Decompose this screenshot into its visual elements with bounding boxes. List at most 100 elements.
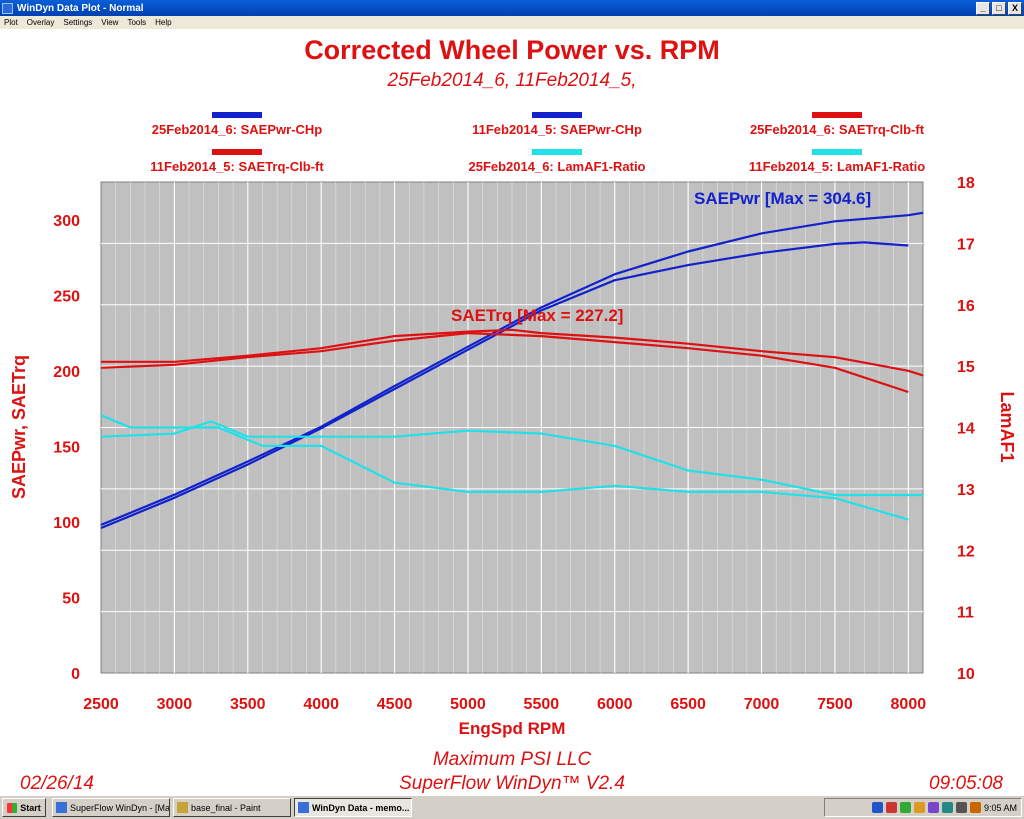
y-right-tick-label: 17: [957, 236, 975, 253]
x-tick-label: 7000: [744, 696, 780, 713]
y-right-tick-label: 12: [957, 543, 975, 560]
windows-logo-icon: [7, 802, 18, 813]
series-line-1: [100, 211, 924, 526]
legend-label: 11Feb2014_5: LamAF1-Ratio: [749, 159, 925, 174]
taskbar-item-label: SuperFlow WinDyn - [Mai...: [70, 802, 170, 813]
window-title-bar: WinDyn Data Plot - Normal _ □ X: [0, 0, 1024, 16]
close-button[interactable]: X: [1008, 1, 1022, 15]
footer-software: SuperFlow WinDyn™ V2.4: [399, 773, 625, 794]
chart-subtitle: 25Feb2014_6, 11Feb2014_5,: [387, 70, 637, 91]
x-tick-label: 4500: [377, 696, 413, 713]
menu-settings[interactable]: Settings: [63, 18, 93, 27]
legend-swatch: [212, 112, 262, 118]
legend-label: 25Feb2014_6: SAEPwr-CHp: [152, 122, 323, 137]
taskbar-item-label: WinDyn Data - memo...: [312, 802, 410, 813]
tray-app-icon[interactable]: [885, 802, 897, 813]
tray-app-icon[interactable]: [969, 802, 981, 813]
taskbar-item-windyn-data[interactable]: WinDyn Data - memo...: [294, 798, 412, 817]
menu-view[interactable]: View: [101, 18, 119, 27]
maximize-button[interactable]: □: [992, 1, 1006, 15]
tray-app-icon[interactable]: [913, 802, 925, 813]
tray-app-icon[interactable]: [899, 802, 911, 813]
menu-help[interactable]: Help: [155, 18, 172, 27]
x-tick-label: 2500: [83, 696, 119, 713]
y-right-tick-label: 14: [957, 421, 975, 438]
y-right-tick-label: 16: [957, 298, 975, 315]
legend-swatch: [532, 112, 582, 118]
y-right-tick-label: 13: [957, 482, 975, 499]
footer-date: 02/26/14: [20, 773, 94, 794]
legend-swatch: [812, 149, 862, 155]
taskbar-item-paint[interactable]: base_final - Paint: [173, 798, 291, 817]
x-axis-label: EngSpd RPM: [459, 719, 566, 738]
system-tray: 9:05 AM: [824, 798, 1022, 817]
series-line-3: [101, 328, 924, 377]
y-left-tick-label: 50: [62, 590, 80, 607]
tray-icons: [871, 802, 981, 813]
start-label: Start: [20, 802, 41, 813]
x-tick-label: 4000: [303, 696, 339, 713]
superflow-app-icon: [56, 802, 67, 813]
app-icon: [2, 2, 13, 14]
x-tick-label: 3000: [157, 696, 193, 713]
legend-swatch: [212, 149, 262, 155]
plot-series: [100, 211, 924, 530]
y-left-tick-label: 300: [53, 213, 80, 230]
y-left-tick-label: 100: [53, 515, 80, 532]
legend-swatch: [812, 112, 862, 118]
footer-time: 09:05:08: [929, 773, 1003, 794]
power-max-annotation: SAEPwr [Max = 304.6]: [694, 189, 871, 208]
menu-tools[interactable]: Tools: [127, 18, 147, 27]
tray-app-icon[interactable]: [941, 802, 953, 813]
series-line-6: [100, 420, 923, 497]
dyno-plot: Corrected Wheel Power vs. RPM 25Feb2014_…: [0, 29, 1024, 795]
series-line-2: [100, 241, 909, 530]
minimize-button[interactable]: _: [976, 1, 990, 15]
y-left-tick-label: 150: [53, 439, 80, 456]
y-axis-left-label: SAEPwr, SAETrq: [9, 355, 29, 499]
x-tick-label: 6500: [670, 696, 706, 713]
paint-app-icon: [177, 802, 188, 813]
taskbar-item-label: base_final - Paint: [191, 802, 261, 813]
y-right-tick-label: 11: [957, 605, 974, 622]
y-left-tick-label: 200: [53, 364, 80, 381]
x-tick-label: 5000: [450, 696, 486, 713]
dyno-chart: Corrected Wheel Power vs. RPM 25Feb2014_…: [9, 35, 1017, 794]
menu-plot[interactable]: Plot: [4, 18, 18, 27]
footer-company: Maximum PSI LLC: [433, 749, 592, 770]
chart-legend: 25Feb2014_6: SAEPwr-CHp 11Feb2014_5: SAEP…: [150, 112, 925, 174]
tray-clock: 9:05 AM: [983, 802, 1017, 813]
x-tick-label: 3500: [230, 696, 266, 713]
torque-max-annotation: SAETrq [Max = 227.2]: [451, 306, 623, 325]
start-button[interactable]: Start: [2, 798, 46, 817]
series-line-4: [100, 332, 909, 394]
taskbar-item-superflow[interactable]: SuperFlow WinDyn - [Mai...: [52, 798, 170, 817]
y-left-tick-label: 250: [53, 288, 80, 305]
legend-label: 25Feb2014_6: LamAF1-Ratio: [468, 159, 645, 174]
legend-label: 11Feb2014_5: SAETrq-Clb-ft: [150, 159, 324, 174]
x-tick-label: 8000: [891, 696, 927, 713]
axis-ticks: 2500 3000 3500 4000 4500 5000 5500 6000 6500 7000…: [53, 175, 975, 713]
y-right-tick-label: 15: [957, 359, 975, 376]
x-tick-label: 7500: [817, 696, 853, 713]
tray-app-icon[interactable]: [927, 802, 939, 813]
window-title: WinDyn Data Plot - Normal: [17, 2, 144, 14]
y-right-tick-label: 18: [957, 175, 975, 192]
tray-app-icon[interactable]: [955, 802, 967, 813]
series-line-5: [100, 414, 909, 521]
chart-title: Corrected Wheel Power vs. RPM: [304, 35, 720, 65]
taskbar: Start SuperFlow WinDyn - [Mai... base_fi…: [0, 795, 1024, 819]
legend-label: 11Feb2014_5: SAEPwr-CHp: [472, 122, 642, 137]
x-tick-label: 6000: [597, 696, 633, 713]
menu-bar: Plot Overlay Settings View Tools Help: [0, 16, 1024, 29]
menu-overlay[interactable]: Overlay: [26, 18, 55, 27]
legend-swatch: [532, 149, 582, 155]
x-tick-label: 5500: [524, 696, 560, 713]
y-right-tick-label: 10: [957, 666, 975, 683]
legend-label: 25Feb2014_6: SAETrq-Clb-ft: [750, 122, 925, 137]
tray-app-icon[interactable]: [871, 802, 883, 813]
plot-grid: [101, 182, 923, 673]
y-axis-right-label: LamAF1: [997, 391, 1017, 462]
windyn-app-icon: [298, 802, 309, 813]
y-left-tick-label: 0: [71, 666, 80, 683]
